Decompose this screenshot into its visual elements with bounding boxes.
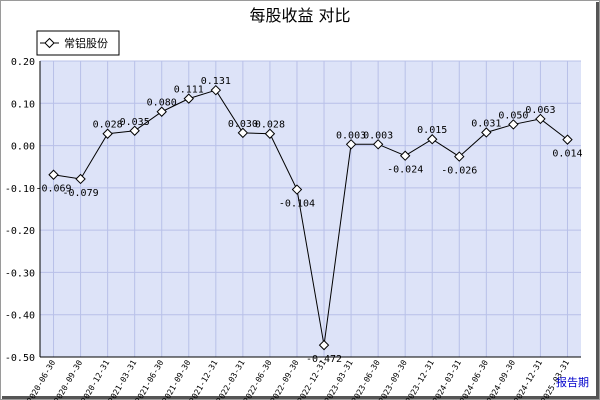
data-label: -0.069 xyxy=(35,184,71,195)
legend: 常铝股份 xyxy=(36,30,120,56)
data-label: -0.079 xyxy=(63,188,99,199)
data-point xyxy=(454,151,465,162)
data-label: 0.035 xyxy=(120,117,150,128)
x-tick-label: 2024-12-31 xyxy=(512,358,544,400)
x-tick-label: 2020-12-31 xyxy=(79,358,111,400)
series-line xyxy=(53,89,568,346)
x-tick-label: 2022-06-30 xyxy=(242,358,274,400)
y-tick-label: 0.00 xyxy=(11,142,35,153)
plot-area xyxy=(40,61,581,357)
x-tick-label: 2022-09-30 xyxy=(269,358,301,400)
y-tick-label: -0.40 xyxy=(5,311,35,322)
legend-marker-icon xyxy=(44,37,55,49)
x-tick-label: 2021-09-30 xyxy=(161,358,193,400)
data-point xyxy=(291,184,303,195)
data-point xyxy=(264,128,276,139)
data-point xyxy=(427,134,438,145)
legend-label: 常铝股份 xyxy=(64,36,108,50)
data-point xyxy=(508,119,519,130)
x-tick-label: 2021-06-30 xyxy=(134,358,166,400)
data-point xyxy=(210,84,222,96)
data-label: 0.111 xyxy=(174,85,204,96)
data-label: 0.028 xyxy=(93,120,123,131)
data-point xyxy=(345,139,357,150)
data-label: 0.080 xyxy=(147,98,177,109)
data-label: 0.050 xyxy=(498,110,528,121)
data-label: 0.030 xyxy=(228,119,258,130)
x-tick-label: 2024-03-31 xyxy=(431,358,463,400)
data-label: -0.024 xyxy=(387,165,423,176)
y-tick-label: 0.20 xyxy=(11,57,35,68)
data-point xyxy=(535,113,546,125)
data-point xyxy=(156,106,167,117)
period-label: 报告期 xyxy=(556,375,589,389)
y-tick-label: -0.20 xyxy=(5,226,35,237)
data-point xyxy=(372,139,384,150)
data-point xyxy=(399,150,411,161)
frame-shadow-bottom xyxy=(2,396,599,399)
data-point xyxy=(129,125,140,136)
x-tick-label: 2023-09-30 xyxy=(377,358,409,400)
y-tick-label: -0.50 xyxy=(5,353,35,364)
data-label: -0.026 xyxy=(441,166,477,177)
data-point xyxy=(237,127,249,139)
x-tick-label: 2021-03-31 xyxy=(107,358,139,400)
data-label: 0.031 xyxy=(471,118,501,129)
x-tick-label: 2020-09-30 xyxy=(52,358,84,400)
series-line-group xyxy=(48,84,573,351)
x-tick-label: 2022-03-31 xyxy=(215,358,247,400)
data-label: 0.015 xyxy=(417,125,447,136)
data-point xyxy=(183,93,194,104)
x-tick-label: 2020-06-30 xyxy=(25,358,57,400)
data-labels: -0.069-0.0790.0280.0350.0800.1110.1310.0… xyxy=(35,76,582,365)
plot-background xyxy=(40,61,581,357)
frame-shadow-right xyxy=(596,2,599,399)
data-label: 0.014 xyxy=(552,149,582,160)
data-point xyxy=(562,134,573,145)
y-tick-label: -0.10 xyxy=(5,184,35,195)
y-tick-label: 0.10 xyxy=(11,99,35,110)
data-label: 0.003 xyxy=(363,130,393,141)
data-label: 0.063 xyxy=(525,105,555,116)
data-point xyxy=(102,128,113,139)
data-point xyxy=(481,127,492,138)
grid xyxy=(40,60,581,358)
x-tick-label: 2021-12-31 xyxy=(188,358,220,400)
data-label: -0.104 xyxy=(279,199,315,210)
data-label: 0.003 xyxy=(336,130,366,141)
y-tick-label: -0.30 xyxy=(5,268,35,279)
data-label: 0.131 xyxy=(201,76,231,87)
data-label: 0.028 xyxy=(255,120,285,131)
chart-title: 每股收益 对比 xyxy=(249,6,350,25)
x-tick-label: 2024-06-30 xyxy=(458,358,490,400)
x-tick-label: 2023-06-30 xyxy=(350,358,382,400)
data-point xyxy=(48,169,59,180)
x-tick-label: 2024-09-30 xyxy=(485,358,517,400)
data-point xyxy=(75,173,86,185)
data-point xyxy=(318,339,330,351)
data-label: -0.472 xyxy=(306,354,342,365)
x-tick-label: 2023-12-31 xyxy=(404,358,436,400)
